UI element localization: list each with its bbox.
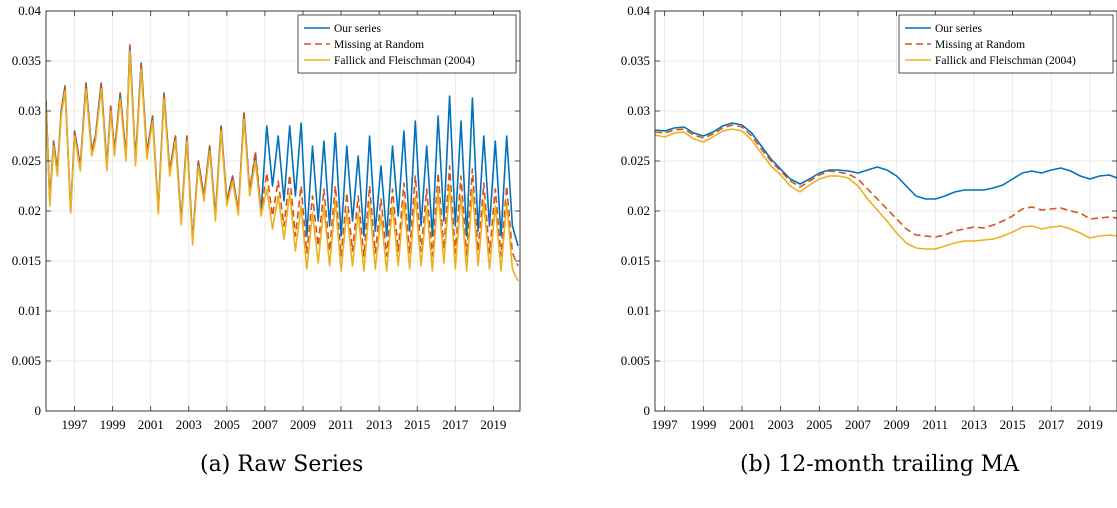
x-tick-label: 2015 — [404, 417, 430, 432]
x-tick-label: 2017 — [1038, 417, 1065, 432]
caption-moving-average: (b) 12-month trailing MA — [740, 452, 1020, 477]
raw-series-chart: 1997 1999 2001 2003 2005 2007 2009 2011 2013 2015… — [12, 3, 521, 432]
x-tick-label: 1999 — [690, 417, 716, 432]
y-tick-label: 0.015 — [621, 253, 650, 268]
legend-label-1: Missing at Random — [334, 39, 424, 51]
legend-label-0: Our series — [935, 23, 982, 35]
y-tick-label: 0.02 — [627, 203, 650, 218]
y-tick-label: 0.02 — [18, 203, 41, 218]
x-tick-label: 2009 — [884, 417, 910, 432]
x-tick-label: 2005 — [806, 417, 832, 432]
x-tick-label: 2019 — [1077, 417, 1103, 432]
x-tick-label: 2005 — [214, 417, 240, 432]
x-tick-label: 2009 — [290, 417, 316, 432]
y-tick-label: 0.01 — [18, 303, 41, 318]
y-tick-label: 0.025 — [621, 153, 650, 168]
x-tick-label: 2003 — [768, 417, 794, 432]
series-line-0 — [655, 122, 1117, 200]
y-tick-label: 0.03 — [18, 103, 41, 118]
x-tick-label: 2001 — [729, 417, 755, 432]
y-tick-label: 0 — [644, 403, 651, 418]
y-tick-label: 0.035 — [621, 53, 650, 68]
y-tick-label: 0.03 — [627, 103, 650, 118]
x-tick-label: 2001 — [138, 417, 164, 432]
legend-label-1: Missing at Random — [935, 39, 1025, 51]
chart-panel-raw: 1997 1999 2001 2003 2005 2007 2009 2011 2013 2015… — [0, 0, 540, 508]
y-tick-label: 0.04 — [18, 3, 41, 18]
caption-raw-series: (a) Raw Series — [200, 452, 364, 477]
x-tick-label: 2015 — [1000, 417, 1026, 432]
legend-box — [898, 14, 1114, 74]
x-tick-label: 2017 — [442, 417, 469, 432]
x-tick-label: 2007 — [252, 417, 279, 432]
x-tick-label: 1997 — [62, 417, 89, 432]
x-tick-label: 2013 — [366, 417, 392, 432]
legend: Our series Missing at Random Fallick and F… — [297, 14, 517, 74]
x-tick-label: 2011 — [923, 417, 949, 432]
series-line-1 — [655, 124, 1117, 238]
legend-label-0: Our series — [334, 23, 381, 35]
y-tick-label: 0.04 — [627, 3, 650, 18]
x-tick-label: 2007 — [845, 417, 872, 432]
y-tick-label: 0.015 — [12, 253, 41, 268]
y-tick-label: 0 — [35, 403, 42, 418]
x-tick-label: 2019 — [480, 417, 506, 432]
legend-box — [297, 14, 517, 74]
y-tick-label: 0.025 — [12, 153, 41, 168]
legend-label-2: Fallick and Fleischman (2004) — [334, 55, 475, 67]
y-tick-label: 0.01 — [627, 303, 650, 318]
x-tick-label: 1999 — [100, 417, 126, 432]
x-tick-label: 2013 — [961, 417, 987, 432]
x-tick-label: 2003 — [176, 417, 202, 432]
y-tick-label: 0.035 — [12, 53, 41, 68]
series-line-2 — [46, 50, 519, 282]
legend-label-2: Fallick and Fleischman (2004) — [935, 55, 1076, 67]
series-line-2 — [655, 128, 1117, 250]
x-tick-label: 1997 — [652, 417, 679, 432]
x-tick-label: 2011 — [328, 417, 354, 432]
chart-panel-ma: 1997 1999 2001 2003 2005 2007 2009 2011 2013 2015… — [580, 0, 1117, 508]
y-tick-label: 0.005 — [621, 353, 650, 368]
legend: Our series Missing at Random Fallick and F… — [898, 14, 1114, 74]
y-tick-label: 0.005 — [12, 353, 41, 368]
moving-average-chart: 1997 1999 2001 2003 2005 2007 2009 2011 2013 2015… — [621, 3, 1117, 432]
